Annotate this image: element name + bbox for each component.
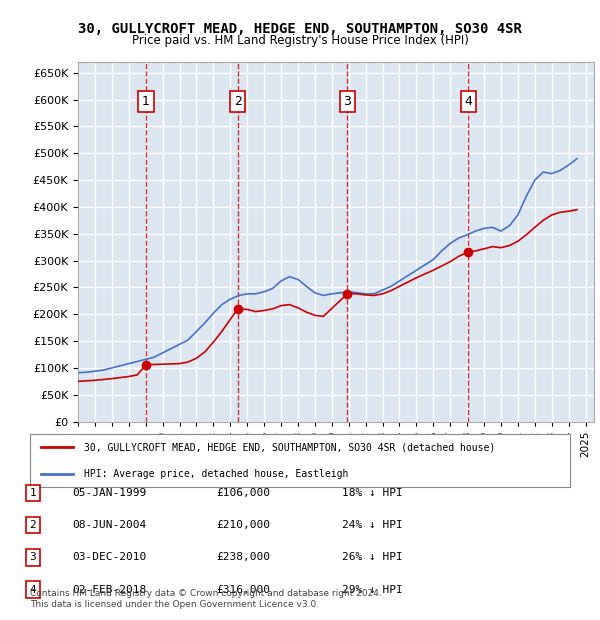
Text: 3: 3 <box>343 95 351 108</box>
Text: 30, GULLYCROFT MEAD, HEDGE END, SOUTHAMPTON, SO30 4SR: 30, GULLYCROFT MEAD, HEDGE END, SOUTHAMP… <box>78 22 522 36</box>
Text: £316,000: £316,000 <box>216 585 270 595</box>
Text: Price paid vs. HM Land Registry's House Price Index (HPI): Price paid vs. HM Land Registry's House … <box>131 34 469 47</box>
Text: 08-JUN-2004: 08-JUN-2004 <box>72 520 146 530</box>
Text: 2: 2 <box>29 520 37 530</box>
Text: 03-DEC-2010: 03-DEC-2010 <box>72 552 146 562</box>
Text: £210,000: £210,000 <box>216 520 270 530</box>
Text: £106,000: £106,000 <box>216 488 270 498</box>
Text: HPI: Average price, detached house, Eastleigh: HPI: Average price, detached house, East… <box>84 469 349 479</box>
Text: 3: 3 <box>29 552 37 562</box>
Text: 2: 2 <box>234 95 242 108</box>
Text: 02-FEB-2018: 02-FEB-2018 <box>72 585 146 595</box>
Text: 4: 4 <box>29 585 37 595</box>
Text: 05-JAN-1999: 05-JAN-1999 <box>72 488 146 498</box>
Text: £238,000: £238,000 <box>216 552 270 562</box>
Text: 18% ↓ HPI: 18% ↓ HPI <box>342 488 403 498</box>
Text: Contains HM Land Registry data © Crown copyright and database right 2024.
This d: Contains HM Land Registry data © Crown c… <box>30 590 382 609</box>
Text: 26% ↓ HPI: 26% ↓ HPI <box>342 552 403 562</box>
Text: 24% ↓ HPI: 24% ↓ HPI <box>342 520 403 530</box>
Text: 4: 4 <box>464 95 472 108</box>
Text: 1: 1 <box>142 95 150 108</box>
Text: 29% ↓ HPI: 29% ↓ HPI <box>342 585 403 595</box>
Text: 1: 1 <box>29 488 37 498</box>
Text: 30, GULLYCROFT MEAD, HEDGE END, SOUTHAMPTON, SO30 4SR (detached house): 30, GULLYCROFT MEAD, HEDGE END, SOUTHAMP… <box>84 442 495 452</box>
